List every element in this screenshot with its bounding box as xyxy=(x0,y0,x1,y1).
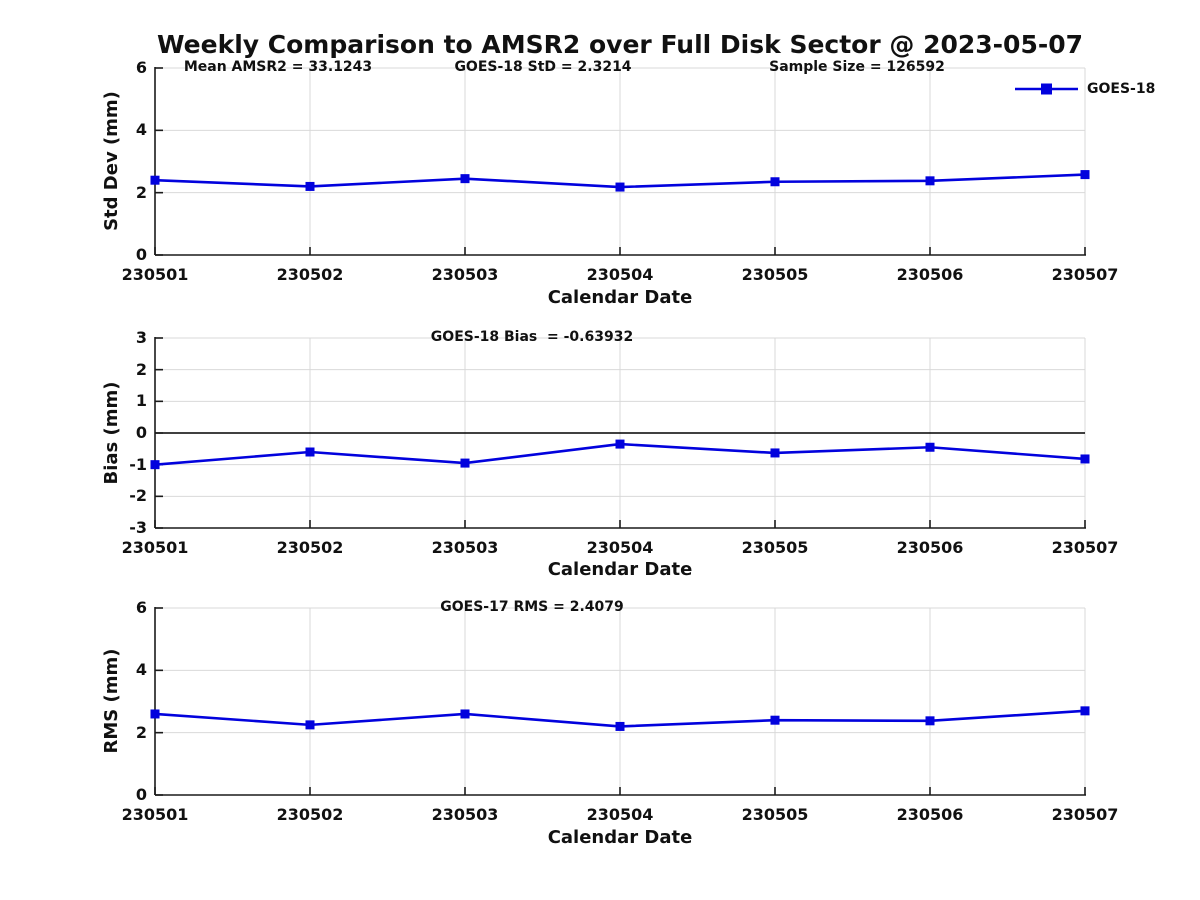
y-tick-label: -3 xyxy=(129,518,147,537)
x-tick-label: 230504 xyxy=(586,805,654,824)
legend-marker-sample xyxy=(1041,83,1052,95)
x-tick-label: 230501 xyxy=(121,265,189,284)
y-axis-label-stddev: Std Dev (mm) xyxy=(101,91,122,231)
subplot-annotation: Sample Size = 126592 xyxy=(769,59,945,75)
x-tick-label: 230502 xyxy=(276,265,344,284)
data-point-marker xyxy=(770,177,780,187)
figure-title: Weekly Comparison to AMSR2 over Full Dis… xyxy=(156,30,1084,59)
y-tick-label: 2 xyxy=(135,359,147,379)
data-point-marker xyxy=(305,447,315,457)
x-tick-label: 230505 xyxy=(741,538,809,557)
x-tick-label: 230507 xyxy=(1051,265,1119,284)
subplot-annotation: GOES-18 StD = 2.3214 xyxy=(454,59,632,75)
y-tick-label: 4 xyxy=(135,120,147,140)
x-tick-label: 230506 xyxy=(896,805,964,824)
x-tick-label: 230501 xyxy=(121,805,189,824)
data-point-marker xyxy=(1080,706,1090,716)
x-tick-label: 230504 xyxy=(586,538,654,557)
data-point-marker xyxy=(615,182,625,192)
y-tick-label: 0 xyxy=(135,245,147,264)
x-tick-label: 230502 xyxy=(276,538,344,557)
data-point-marker xyxy=(460,709,470,719)
data-point-marker xyxy=(150,460,160,470)
y-tick-label: 1 xyxy=(135,391,147,411)
y-tick-label: 2 xyxy=(135,182,147,202)
y-tick-label: 4 xyxy=(135,660,147,680)
subplot-annotation: GOES-18 Bias = -0.63932 xyxy=(430,329,634,345)
y-tick-label: 0 xyxy=(135,785,147,804)
x-tick-label: 230502 xyxy=(276,805,344,824)
data-point-marker xyxy=(615,721,625,731)
y-tick-label: 3 xyxy=(135,328,147,347)
data-point-marker xyxy=(150,709,160,719)
data-point-marker xyxy=(925,716,935,726)
legend-label-goes18: GOES-18 xyxy=(1087,81,1156,97)
data-point-marker xyxy=(1080,454,1090,464)
x-tick-label: 230506 xyxy=(896,265,964,284)
data-point-marker xyxy=(305,720,315,730)
x-tick-label: 230503 xyxy=(431,265,499,284)
y-tick-label: 6 xyxy=(135,58,147,77)
subplot-annotation: Mean AMSR2 = 33.1243 xyxy=(183,59,373,75)
x-tick-label: 230505 xyxy=(741,805,809,824)
x-axis-label-3: Calendar Date xyxy=(547,827,693,848)
y-tick-label: -1 xyxy=(129,454,147,474)
x-tick-label: 230504 xyxy=(586,265,654,284)
data-point-marker xyxy=(925,176,935,186)
x-tick-label: 230503 xyxy=(431,538,499,557)
y-tick-label: 0 xyxy=(135,423,147,442)
data-point-marker xyxy=(925,442,935,452)
y-tick-label: 6 xyxy=(135,598,147,617)
subplot-annotation: GOES-17 RMS = 2.4079 xyxy=(440,599,624,615)
y-tick-label: 2 xyxy=(135,722,147,742)
x-tick-label: 230507 xyxy=(1051,805,1119,824)
data-point-marker xyxy=(460,458,470,468)
x-tick-label: 230506 xyxy=(896,538,964,557)
y-tick-label: -2 xyxy=(129,486,147,506)
x-tick-label: 230503 xyxy=(431,805,499,824)
data-point-marker xyxy=(460,174,470,184)
data-point-marker xyxy=(770,448,780,458)
x-axis-label-1: Calendar Date xyxy=(547,287,693,308)
data-point-marker xyxy=(1080,170,1090,180)
x-tick-label: 230505 xyxy=(741,265,809,284)
x-tick-label: 230501 xyxy=(121,538,189,557)
x-axis-label-2: Calendar Date xyxy=(547,559,693,580)
x-tick-label: 230507 xyxy=(1051,538,1119,557)
data-point-marker xyxy=(615,439,625,449)
data-point-marker xyxy=(305,181,315,191)
data-point-marker xyxy=(150,175,160,185)
data-point-marker xyxy=(770,715,780,725)
